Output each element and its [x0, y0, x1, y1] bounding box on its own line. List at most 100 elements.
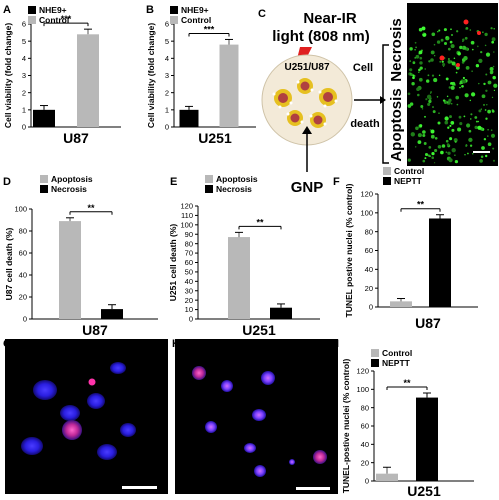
y-tick-label: 6 [22, 20, 26, 29]
apoptotic-speck [443, 28, 447, 32]
apoptotic-speck [480, 50, 483, 54]
apoptotic-speck [415, 126, 419, 131]
apoptotic-speck [437, 145, 442, 149]
y-tick-label: 0 [189, 315, 193, 324]
apoptotic-speck [489, 70, 494, 75]
y-tick-label: 100 [180, 220, 193, 229]
apoptotic-speck [447, 151, 451, 155]
tunel-positive-nucleus [313, 450, 327, 464]
scale-bar [473, 151, 490, 153]
y-tick-label: 50 [185, 268, 193, 277]
y-tick-label: 40 [185, 277, 193, 286]
outcome-bracket [382, 44, 389, 164]
apoptotic-speck [444, 116, 449, 121]
apoptotic-speck [492, 75, 496, 80]
apoptotic-speck [407, 104, 412, 108]
apoptotic-speck [469, 29, 472, 31]
apoptotic-speck [429, 129, 432, 131]
y-axis-label: U251 cell death (%) [168, 224, 178, 302]
apoptotic-speck [418, 27, 423, 32]
bar-first [33, 109, 55, 127]
apoptotic-speck [462, 46, 464, 48]
y-tick-label: 0 [369, 303, 373, 312]
apoptotic-speck [417, 133, 422, 138]
apoptotic-speck [466, 123, 471, 128]
y-axis-label: TUNEL postive nuclei (% control) [344, 183, 354, 317]
apoptotic-speck [465, 27, 469, 30]
apoptotic-speck [468, 129, 472, 133]
apoptotic-speck [487, 142, 492, 146]
significance-label: ** [256, 217, 264, 227]
apoptotic-speck [436, 40, 441, 44]
apoptotic-speck [430, 134, 435, 139]
apoptotic-speck [415, 54, 420, 59]
y-tick-label: 0 [365, 477, 369, 486]
nucleus [87, 393, 105, 409]
x-axis-label: U87 [415, 315, 441, 331]
chart-a: 0 1 2 3 4 5 6 *** Cell viability (fold change) U8… [3, 5, 121, 146]
y-tick-label: 3 [165, 71, 169, 80]
apoptotic-speck [474, 116, 478, 119]
panel-letter-b: B [146, 4, 154, 16]
apoptotic-speck [419, 56, 423, 60]
x-axis-label: U251 [242, 322, 276, 338]
apoptotic-speck [455, 71, 458, 74]
apoptotic-speck [490, 27, 493, 30]
bar-second [429, 218, 451, 307]
bar-first [376, 473, 398, 481]
apoptotic-speck [459, 45, 463, 50]
tunel-positive-nucleus [192, 366, 206, 380]
significance-label: ** [403, 378, 411, 388]
apoptotic-speck [458, 115, 462, 119]
death-label: death [350, 118, 380, 130]
apoptotic-speck [409, 68, 413, 72]
panel-letter-e: E [170, 176, 177, 188]
apoptotic-speck [465, 66, 470, 70]
apoptotic-speck [430, 50, 435, 55]
apoptotic-speck [490, 129, 493, 131]
y-tick-label: 4 [165, 54, 169, 63]
y-tick-label: 0 [165, 123, 169, 132]
micrograph-g-scale-bar [122, 486, 157, 489]
apoptotic-speck [447, 126, 450, 129]
bar-first [390, 301, 412, 307]
apoptotic-speck [481, 146, 485, 150]
tunel-positive-nucleus [254, 465, 266, 477]
apoptotic-speck [418, 71, 420, 74]
legend-label: Control [181, 15, 211, 25]
legend-label: Control [382, 348, 412, 358]
fluorescence-image-c: U251 [407, 3, 498, 166]
apoptotic-speck [464, 36, 468, 40]
micrograph-background [5, 339, 168, 494]
apoptotic-speck [450, 28, 452, 31]
legend-swatch [170, 16, 178, 24]
apoptotic-speck [493, 83, 498, 88]
apoptotic-speck [431, 74, 435, 77]
tunel-positive-nucleus [252, 409, 266, 421]
apoptotic-speck [483, 82, 486, 86]
apoptotic-speck [448, 86, 452, 89]
apoptotic-speck [447, 47, 451, 51]
apoptotic-speck [440, 150, 444, 155]
apoptotic-speck [436, 96, 439, 98]
apoptotic-speck [479, 159, 483, 163]
apoptotic-speck [450, 44, 455, 49]
apoptotic-speck [478, 58, 483, 64]
apoptotic-speck [434, 55, 436, 57]
apoptotic-speck [446, 143, 450, 146]
apoptotic-speck [433, 78, 438, 83]
apoptotic-speck [438, 29, 441, 32]
legend-swatch [28, 6, 36, 14]
bar-first [59, 221, 81, 319]
micrograph-g: Control [5, 339, 168, 494]
bar-second [77, 34, 99, 127]
bar-first [179, 109, 199, 127]
apoptotic-speck [493, 89, 496, 92]
micrograph-g-label: Control [30, 344, 83, 361]
chart-i: 0 20 40 60 80 100 120 ** TUNEL-postive nuclei (%… [341, 348, 474, 499]
y-tick-label: 120 [356, 367, 369, 376]
nucleus [21, 437, 43, 455]
micrograph-h-scale-bar [296, 487, 330, 490]
legend-swatch [383, 177, 391, 185]
